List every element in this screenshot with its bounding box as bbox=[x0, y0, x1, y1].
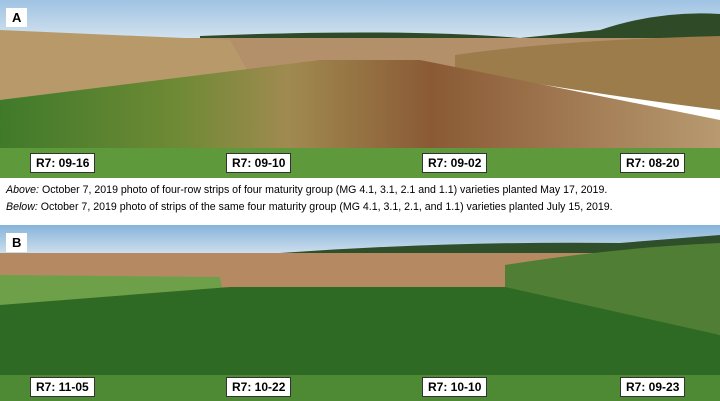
caption: Above: October 7, 2019 photo of four-row … bbox=[6, 182, 718, 216]
caption-lead: Above: bbox=[6, 184, 39, 196]
maturity-label: R7: 10-10 bbox=[422, 377, 488, 397]
maturity-label: R7: 09-02 bbox=[422, 153, 488, 173]
maturity-label: R7: 11-05 bbox=[30, 377, 95, 397]
caption-line: Below: October 7, 2019 photo of strips of… bbox=[6, 199, 718, 216]
maturity-label: R7: 10-22 bbox=[226, 377, 292, 397]
maturity-label: R7: 09-16 bbox=[30, 153, 96, 173]
panel-letter: A bbox=[6, 8, 28, 27]
maturity-label: R7: 08-20 bbox=[620, 153, 686, 173]
maturity-label: R7: 09-10 bbox=[226, 153, 292, 173]
caption-text: October 7, 2019 photo of four-row strips… bbox=[41, 184, 608, 196]
caption-lead: Below: bbox=[6, 201, 38, 213]
panel-letter: B bbox=[6, 233, 28, 252]
photo-b bbox=[0, 225, 720, 401]
caption-line: Above: October 7, 2019 photo of four-row … bbox=[6, 182, 718, 199]
photo-a bbox=[0, 0, 720, 178]
maturity-label: R7: 09-23 bbox=[620, 377, 686, 397]
caption-text: October 7, 2019 photo of strips of the s… bbox=[40, 201, 613, 213]
